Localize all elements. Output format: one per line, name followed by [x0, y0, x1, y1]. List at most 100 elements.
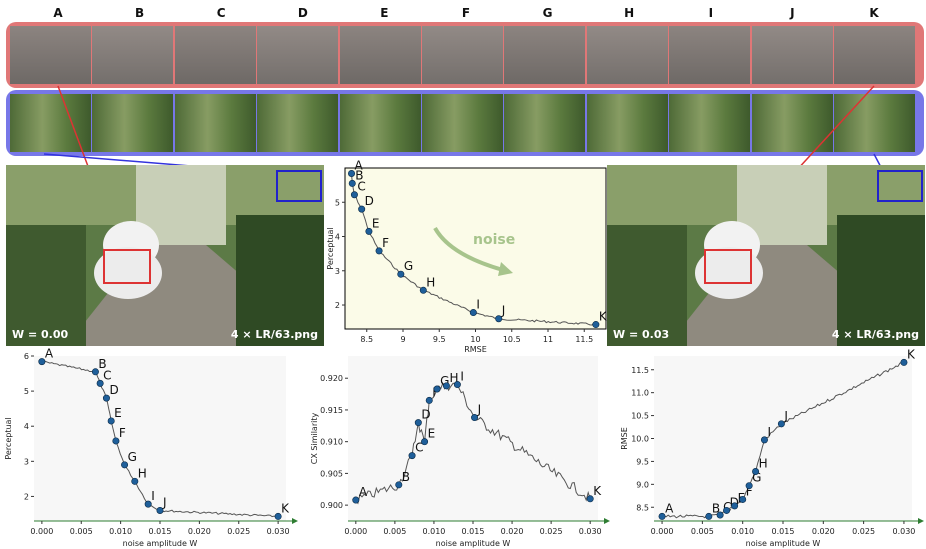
point-label-i: I	[476, 298, 480, 312]
data-point-g	[745, 482, 753, 490]
y-tick-label: 2	[24, 492, 29, 501]
x-tick-label: 0.030	[892, 527, 915, 536]
y-tick-label: 6	[24, 352, 29, 361]
y-tick-label: 3	[24, 457, 29, 466]
x-axis-label: noise amplitude W	[123, 539, 198, 548]
point-label-j: J	[501, 304, 506, 318]
blue-crop-tile-c	[174, 94, 256, 152]
data-point-f	[112, 437, 120, 445]
point-label-f: F	[382, 236, 389, 250]
point-label-b: B	[402, 470, 410, 484]
data-point-g	[397, 270, 405, 278]
data-point-i	[453, 381, 461, 389]
point-label-a: A	[665, 501, 674, 515]
x-tick-label: 0.015	[462, 527, 485, 536]
point-label-g: G	[128, 450, 137, 464]
red-crop-tile-c	[174, 26, 256, 84]
y-axis-label: RMSE	[620, 427, 629, 450]
red-crop-tile-k	[834, 26, 915, 84]
data-point-k	[900, 358, 908, 366]
y-tick-label: 5	[24, 387, 29, 396]
point-label-h: H	[138, 466, 147, 480]
point-label-a: A	[45, 347, 54, 361]
blue-crop-strip	[6, 90, 924, 156]
data-point-e	[107, 417, 115, 425]
blue-crop-tile-g	[504, 94, 586, 152]
w-label: W = 0.00	[12, 328, 69, 341]
data-point-h	[752, 468, 760, 476]
column-label-f: F	[461, 6, 471, 20]
x-tick-label: 9.5	[433, 335, 446, 344]
data-point-a	[348, 169, 356, 177]
data-point-c	[716, 511, 724, 519]
point-label-g: G	[440, 374, 449, 388]
x-tick-label: 0.030	[579, 527, 602, 536]
point-label-d: D	[109, 383, 118, 397]
blue-crop-tile-b	[92, 94, 174, 152]
x-axis-arrow	[918, 518, 924, 524]
x-axis-label: noise amplitude W	[746, 539, 821, 548]
blue-crop-tile-d	[257, 94, 339, 152]
data-point-h	[419, 286, 427, 294]
x-tick-label: 11	[543, 335, 553, 344]
y-tick-label: 0.900	[320, 501, 343, 510]
red-crop-strip	[6, 22, 924, 88]
x-axis-arrow	[604, 518, 610, 524]
x-tick-label: 0.020	[501, 527, 524, 536]
x-tick-label: 8.5	[360, 335, 373, 344]
x-tick-label: 0.015	[772, 527, 795, 536]
column-label-b: B	[135, 6, 145, 20]
data-point-g	[121, 461, 129, 469]
blue-crop-tile-k	[834, 94, 915, 152]
file-label: 4 × LR/63.png	[831, 328, 919, 341]
noise-annotation: noise	[473, 232, 515, 248]
point-label-f: F	[746, 484, 753, 498]
plot-area	[348, 356, 598, 521]
blue-region-box	[877, 170, 923, 202]
point-label-d: D	[421, 408, 430, 422]
x-tick-label: 0.005	[70, 527, 93, 536]
blue-crop-tile-j	[751, 94, 833, 152]
data-point-i	[144, 500, 152, 508]
y-tick-label: 0.905	[320, 469, 343, 478]
chart-perceptual-vs-rmse: 8.5 9 9.5 10 10.5 11 11.5 2 3 4 5 RMSE Perceptual ABC…	[326, 160, 608, 354]
x-tick-label: 0.005	[383, 527, 406, 536]
x-tick-label: 0.010	[422, 527, 445, 536]
data-point-f	[425, 396, 433, 404]
data-point-i	[760, 436, 768, 444]
column-label-j: J	[790, 6, 795, 20]
column-label-e: E	[380, 6, 389, 20]
point-label-b: B	[98, 357, 106, 371]
red-crop-tile-g	[504, 26, 586, 84]
column-label-c: C	[216, 6, 226, 20]
right-photo: W = 0.03 4 × LR/63.png	[607, 165, 925, 346]
x-axis-label: RMSE	[464, 345, 487, 354]
y-tick-label: 11.5	[631, 366, 649, 375]
data-point-a	[38, 358, 46, 366]
point-label-k: K	[907, 347, 916, 361]
point-label-e: E	[428, 427, 436, 441]
y-tick-label: 0.910	[320, 438, 343, 447]
column-label-k: K	[869, 6, 879, 20]
data-point-d	[414, 419, 422, 427]
y-tick-label: 3	[335, 267, 340, 276]
y-axis-label: Perceptual	[326, 227, 335, 269]
x-tick-label: 0.025	[540, 527, 563, 536]
column-label-g: G	[542, 6, 553, 20]
x-tick-label: 9	[400, 335, 405, 344]
x-tick-label: 11.5	[575, 335, 593, 344]
x-tick-label: 0.005	[691, 527, 714, 536]
point-label-c: C	[415, 441, 423, 455]
noise-arrow	[433, 226, 504, 272]
data-point-d	[358, 205, 366, 213]
data-point-h	[442, 382, 450, 390]
data-point-e	[365, 227, 373, 235]
point-label-i: I	[460, 370, 464, 384]
red-crop-tile-b	[92, 26, 174, 84]
point-label-k: K	[593, 484, 602, 498]
blue-crop-tile-f	[422, 94, 503, 152]
data-point-a	[352, 496, 360, 504]
data-point-b	[91, 368, 99, 376]
data-point-j	[156, 506, 164, 514]
blue-region-box	[276, 170, 322, 202]
